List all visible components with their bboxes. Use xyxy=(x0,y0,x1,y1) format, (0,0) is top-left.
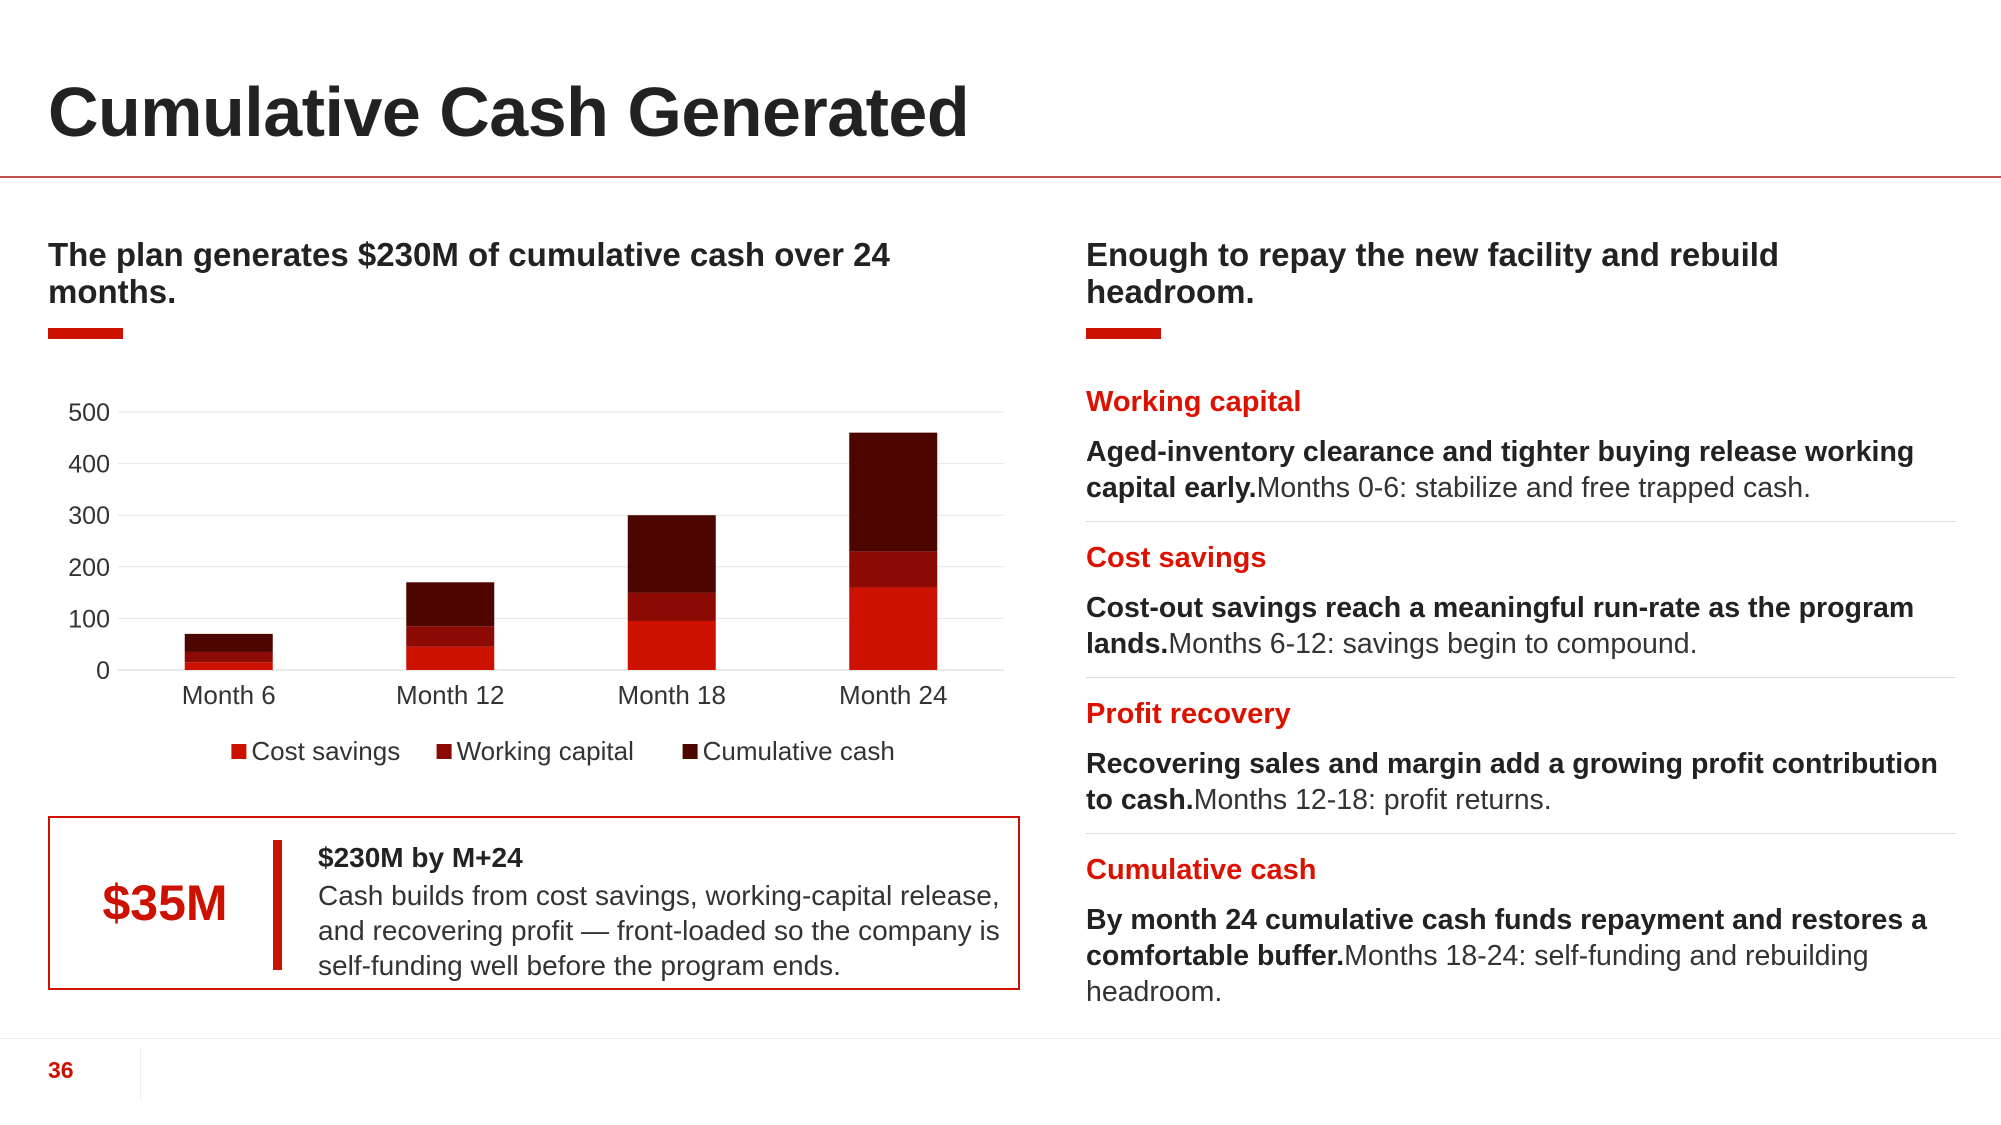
finding-text: Aged-inventory clearance and tighter buy… xyxy=(1086,434,1956,506)
y-tick-label: 300 xyxy=(68,502,110,530)
finding-text: By month 24 cumulative cash funds repaym… xyxy=(1086,902,1956,1010)
y-tick-label: 200 xyxy=(68,554,110,582)
findings-list: Working capital Aged-inventory clearance… xyxy=(1086,384,1956,1043)
finding-text: Cost-out savings reach a meaningful run-… xyxy=(1086,590,1956,662)
right-accent-bar xyxy=(1086,328,1161,339)
legend-label: Cumulative cash xyxy=(703,736,895,766)
finding-label: Profit recovery xyxy=(1086,698,1291,730)
finding-item: Profit recovery Recovering sales and mar… xyxy=(1086,696,1956,834)
callout-body: Cash builds from cost savings, working-c… xyxy=(318,880,1000,981)
summary-callout: $35M $230M by M+24 Cash builds from cost… xyxy=(48,816,1020,990)
y-tick-label: 0 xyxy=(96,657,110,685)
finding-detail: Months 0-6: stabilize and free trapped c… xyxy=(1256,472,1812,504)
callout-heading: $230M by M+24 xyxy=(318,842,523,873)
left-accent-bar xyxy=(48,328,123,339)
finding-detail: Months 18-24: self-funding and rebuildin… xyxy=(1086,940,1869,1008)
finding-item: Working capital Aged-inventory clearance… xyxy=(1086,384,1956,522)
finding-bold: Recovering sales and margin add a growin… xyxy=(1086,748,1938,816)
slide-title: Cumulative Cash Generated xyxy=(48,73,970,151)
bar-segment xyxy=(406,626,495,647)
y-tick-label: 100 xyxy=(68,605,110,633)
finding-bold: By month 24 cumulative cash funds repaym… xyxy=(1086,904,1928,972)
finding-item: Cumulative cash By month 24 cumulative c… xyxy=(1086,852,1956,1025)
bar-segment xyxy=(184,651,273,663)
legend-label: Working capital xyxy=(457,736,634,766)
bar-segment xyxy=(849,551,938,588)
callout-big-value: $35M xyxy=(102,875,228,931)
page-number: 36 xyxy=(48,1057,74,1083)
bar-segment xyxy=(184,633,273,652)
callout-divider xyxy=(273,840,282,970)
finding-item: Cost savings Cost-out savings reach a me… xyxy=(1086,540,1956,678)
bar-segment xyxy=(184,662,273,670)
bar-segment xyxy=(406,582,495,627)
bar-segment xyxy=(627,592,716,621)
bar-segment xyxy=(406,646,495,670)
bar-segment xyxy=(849,587,938,670)
right-heading: Enough to repay the new facility and reb… xyxy=(1086,236,1780,310)
finding-bold: Cost-out savings reach a meaningful run-… xyxy=(1086,592,1915,660)
legend-swatch xyxy=(436,744,452,759)
legend-label: Cost savings xyxy=(251,736,400,766)
finding-bold: Aged-inventory clearance and tighter buy… xyxy=(1086,436,1915,504)
finding-detail: Months 6-12: savings begin to compound. xyxy=(1168,628,1698,660)
finding-detail: Months 12-18: profit returns. xyxy=(1193,784,1552,816)
y-tick-label: 500 xyxy=(68,399,110,427)
x-tick-label: Month 12 xyxy=(396,680,504,710)
cash-stacked-bar-chart: 0 100 200 300 400 500 Month 6 Month 12 Month 18 M… xyxy=(68,399,1004,766)
footer-divider xyxy=(0,1038,2001,1039)
left-heading: The plan generates $230M of cumulative c… xyxy=(48,236,890,310)
legend-swatch xyxy=(682,744,698,759)
finding-label: Cumulative cash xyxy=(1086,854,1317,886)
finding-label: Cost savings xyxy=(1086,542,1267,574)
footer-separator xyxy=(140,1048,141,1100)
x-tick-label: Month 24 xyxy=(839,680,947,710)
title-divider xyxy=(0,176,2001,178)
bar-segment xyxy=(627,515,716,593)
x-tick-label: Month 18 xyxy=(618,680,726,710)
y-tick-label: 400 xyxy=(68,451,110,479)
finding-label: Working capital xyxy=(1086,386,1302,418)
finding-text: Recovering sales and margin add a growin… xyxy=(1086,746,1956,818)
legend-swatch xyxy=(231,744,247,759)
bar-segment xyxy=(627,620,716,670)
bar-segment xyxy=(849,432,938,552)
x-tick-label: Month 6 xyxy=(182,680,276,710)
